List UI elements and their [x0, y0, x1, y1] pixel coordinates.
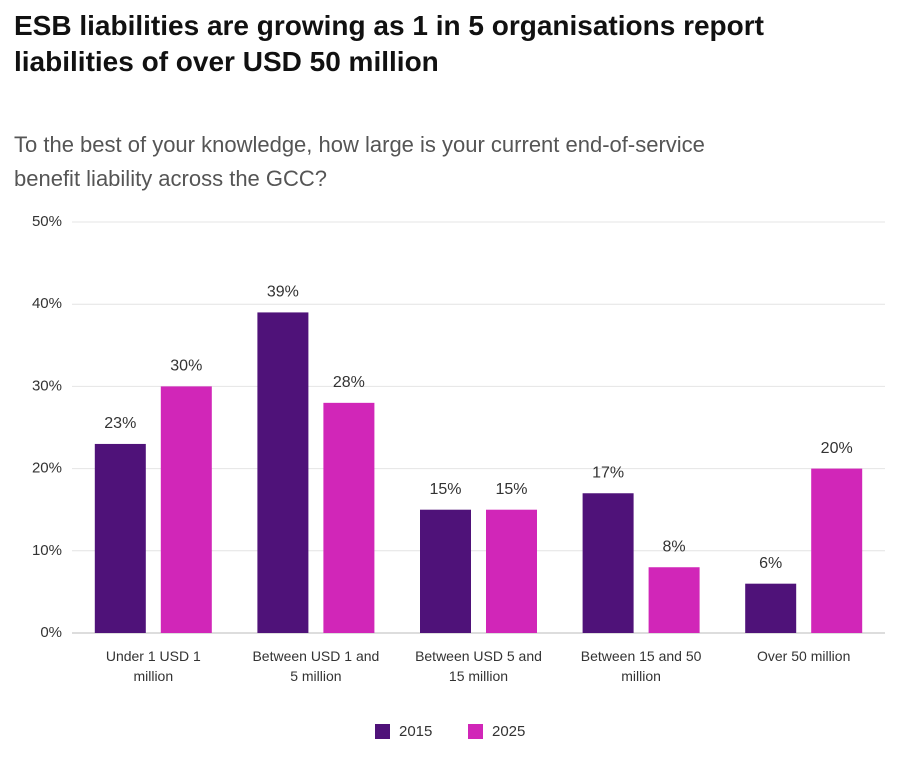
- bar: [648, 567, 700, 633]
- data-label: 20%: [821, 440, 853, 457]
- legend-label: 2015: [399, 723, 432, 740]
- x-tick-label: Between USD 5 and 15 million: [415, 648, 542, 684]
- y-tick-label: 50%: [32, 213, 62, 230]
- chart-subtitle: To the best of your knowledge, how large…: [14, 132, 705, 191]
- bar: [582, 493, 634, 633]
- x-tick-label: Over 50 million: [757, 648, 851, 664]
- data-label: 6%: [759, 555, 782, 572]
- data-label: 23%: [104, 415, 136, 432]
- legend-label: 2025: [492, 723, 525, 740]
- bar: [745, 583, 797, 633]
- bar: [811, 468, 863, 633]
- data-label: 17%: [592, 464, 624, 481]
- bar: [257, 312, 309, 633]
- y-tick-label: 0%: [40, 624, 62, 641]
- data-label: 15%: [429, 481, 461, 498]
- chart-title: ESB liabilities are growing as 1 in 5 or…: [14, 10, 764, 77]
- x-tick-label: Under 1 USD 1 million: [105, 648, 201, 684]
- legend-swatch: [468, 724, 483, 739]
- bar: [323, 402, 375, 633]
- y-tick-label: 40%: [32, 295, 62, 312]
- legend-swatch: [375, 724, 390, 739]
- y-tick-label: 10%: [32, 542, 62, 559]
- data-label: 8%: [663, 538, 686, 555]
- x-tick-label: Between USD 1 and 5 million: [252, 648, 380, 684]
- y-tick-label: 30%: [32, 377, 62, 394]
- data-label: 30%: [170, 358, 202, 375]
- bar: [160, 386, 212, 633]
- bar: [486, 509, 537, 633]
- data-label: 39%: [267, 284, 299, 301]
- bar: [94, 443, 146, 633]
- data-label: 15%: [495, 481, 527, 498]
- x-tick-label: Between 15 and 50 million: [580, 648, 702, 684]
- bar: [420, 509, 471, 633]
- data-label: 28%: [333, 374, 365, 391]
- y-tick-label: 20%: [32, 460, 62, 477]
